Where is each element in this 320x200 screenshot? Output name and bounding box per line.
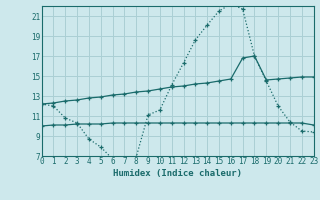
X-axis label: Humidex (Indice chaleur): Humidex (Indice chaleur) [113,169,242,178]
